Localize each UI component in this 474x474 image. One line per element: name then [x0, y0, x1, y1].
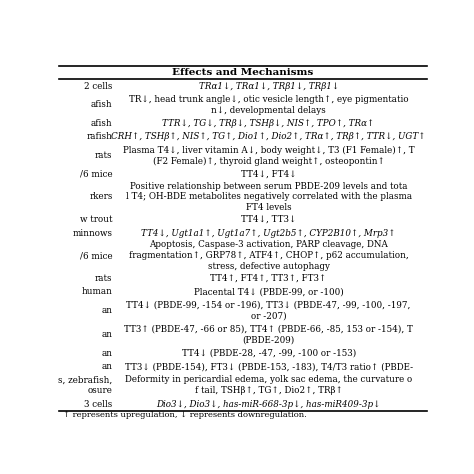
- Text: minnows: minnows: [73, 228, 112, 237]
- Text: TT3↓ (PBDE-154), FT3↓ (PBDE-153, -183), T4/T3 ratio↑ (PBDE-: TT3↓ (PBDE-154), FT3↓ (PBDE-153, -183), …: [125, 362, 413, 371]
- Text: /6 mice: /6 mice: [80, 251, 112, 260]
- Text: TTR↓, TG↓, TRβ↓, TSHβ↓, NIS↑, TPO↑, TRα↑: TTR↓, TG↓, TRβ↓, TSHβ↓, NIS↑, TPO↑, TRα↑: [163, 119, 375, 128]
- Text: rkers: rkers: [89, 192, 112, 201]
- Text: rats: rats: [95, 274, 112, 283]
- Text: Plasma T4↓, liver vitamin A↓, body weight↓, T3 (F1 Female)↑, T
(F2 Female)↑, thy: Plasma T4↓, liver vitamin A↓, body weigh…: [123, 146, 414, 165]
- Text: ↑ represents upregulation, ↓ represents downregulation.: ↑ represents upregulation, ↓ represents …: [63, 411, 307, 419]
- Text: Apoptosis, Caspase-3 activation, PARP cleavage, DNA
fragmentation↑, GRP78↑, ATF4: Apoptosis, Caspase-3 activation, PARP cl…: [129, 240, 409, 271]
- Text: rats: rats: [95, 151, 112, 160]
- Text: w trout: w trout: [80, 215, 112, 224]
- Text: afish: afish: [91, 100, 112, 109]
- Text: TT4↓, FT4↓: TT4↓, FT4↓: [241, 170, 296, 179]
- Text: /6 mice: /6 mice: [80, 170, 112, 179]
- Text: an: an: [101, 362, 112, 371]
- Text: CRH↑, TSHβ↑, NIS↑, TG↑, Dio1↑, Dio2↑, TRα↑, TRβ↑, TTR↓, UGT↑: CRH↑, TSHβ↑, NIS↑, TG↑, Dio1↑, Dio2↑, TR…: [111, 132, 426, 141]
- Text: rafish: rafish: [87, 132, 112, 141]
- Text: TT4↓ (PBDE-28, -47, -99, -100 or -153): TT4↓ (PBDE-28, -47, -99, -100 or -153): [182, 349, 356, 358]
- Text: an: an: [101, 349, 112, 358]
- Text: TT4↓, TT3↓: TT4↓, TT3↓: [241, 215, 296, 224]
- Text: Dio3↓, Dio3↓, has-miR-668-3p↓, has-miR409-3p↓: Dio3↓, Dio3↓, has-miR-668-3p↓, has-miR40…: [156, 400, 381, 409]
- Text: Placental T4↓ (PBDE-99, or -100): Placental T4↓ (PBDE-99, or -100): [194, 287, 344, 296]
- Text: TR↓, head trunk angle↓, otic vesicle length↑, eye pigmentatio
n↓, developmental : TR↓, head trunk angle↓, otic vesicle len…: [129, 95, 409, 115]
- Text: Effects and Mechanisms: Effects and Mechanisms: [173, 68, 313, 77]
- Text: s, zebrafish,
osure: s, zebrafish, osure: [58, 375, 112, 395]
- Text: Deformity in pericardial edema, yolk sac edema, the curvature o
f tail, TSHβ↑, T: Deformity in pericardial edema, yolk sac…: [125, 375, 412, 395]
- Text: 2 cells: 2 cells: [84, 82, 112, 91]
- Text: Positive relationship between serum PBDE-209 levels and tota
l T4; OH-BDE metabo: Positive relationship between serum PBDE…: [126, 182, 412, 212]
- Text: TT4↓ (PBDE-99, -154 or -196), TT3↓ (PBDE-47, -99, -100, -197,
or -207): TT4↓ (PBDE-99, -154 or -196), TT3↓ (PBDE…: [127, 301, 411, 320]
- Text: an: an: [101, 330, 112, 339]
- Text: human: human: [82, 287, 112, 296]
- Text: 3 cells: 3 cells: [84, 400, 112, 409]
- Text: TT3↑ (PBDE-47, -66 or 85), TT4↑ (PBDE-66, -85, 153 or -154), T
(PBDE-209): TT3↑ (PBDE-47, -66 or 85), TT4↑ (PBDE-66…: [124, 325, 413, 345]
- Text: TRα1↓, TRα1↓, TRβ1↓, TRβ1↓: TRα1↓, TRα1↓, TRβ1↓, TRβ1↓: [199, 82, 339, 91]
- Text: TT4↓, Ugt1a1↑, Ugt1a7↑, Ugt2b5↑, CYP2B10↑, Mrp3↑: TT4↓, Ugt1a1↑, Ugt1a7↑, Ugt2b5↑, CYP2B10…: [141, 228, 396, 237]
- Text: afish: afish: [91, 119, 112, 128]
- Text: an: an: [101, 306, 112, 315]
- Text: TT4↑, FT4↑, TT3↑, FT3↑: TT4↑, FT4↑, TT3↑, FT3↑: [210, 274, 327, 283]
